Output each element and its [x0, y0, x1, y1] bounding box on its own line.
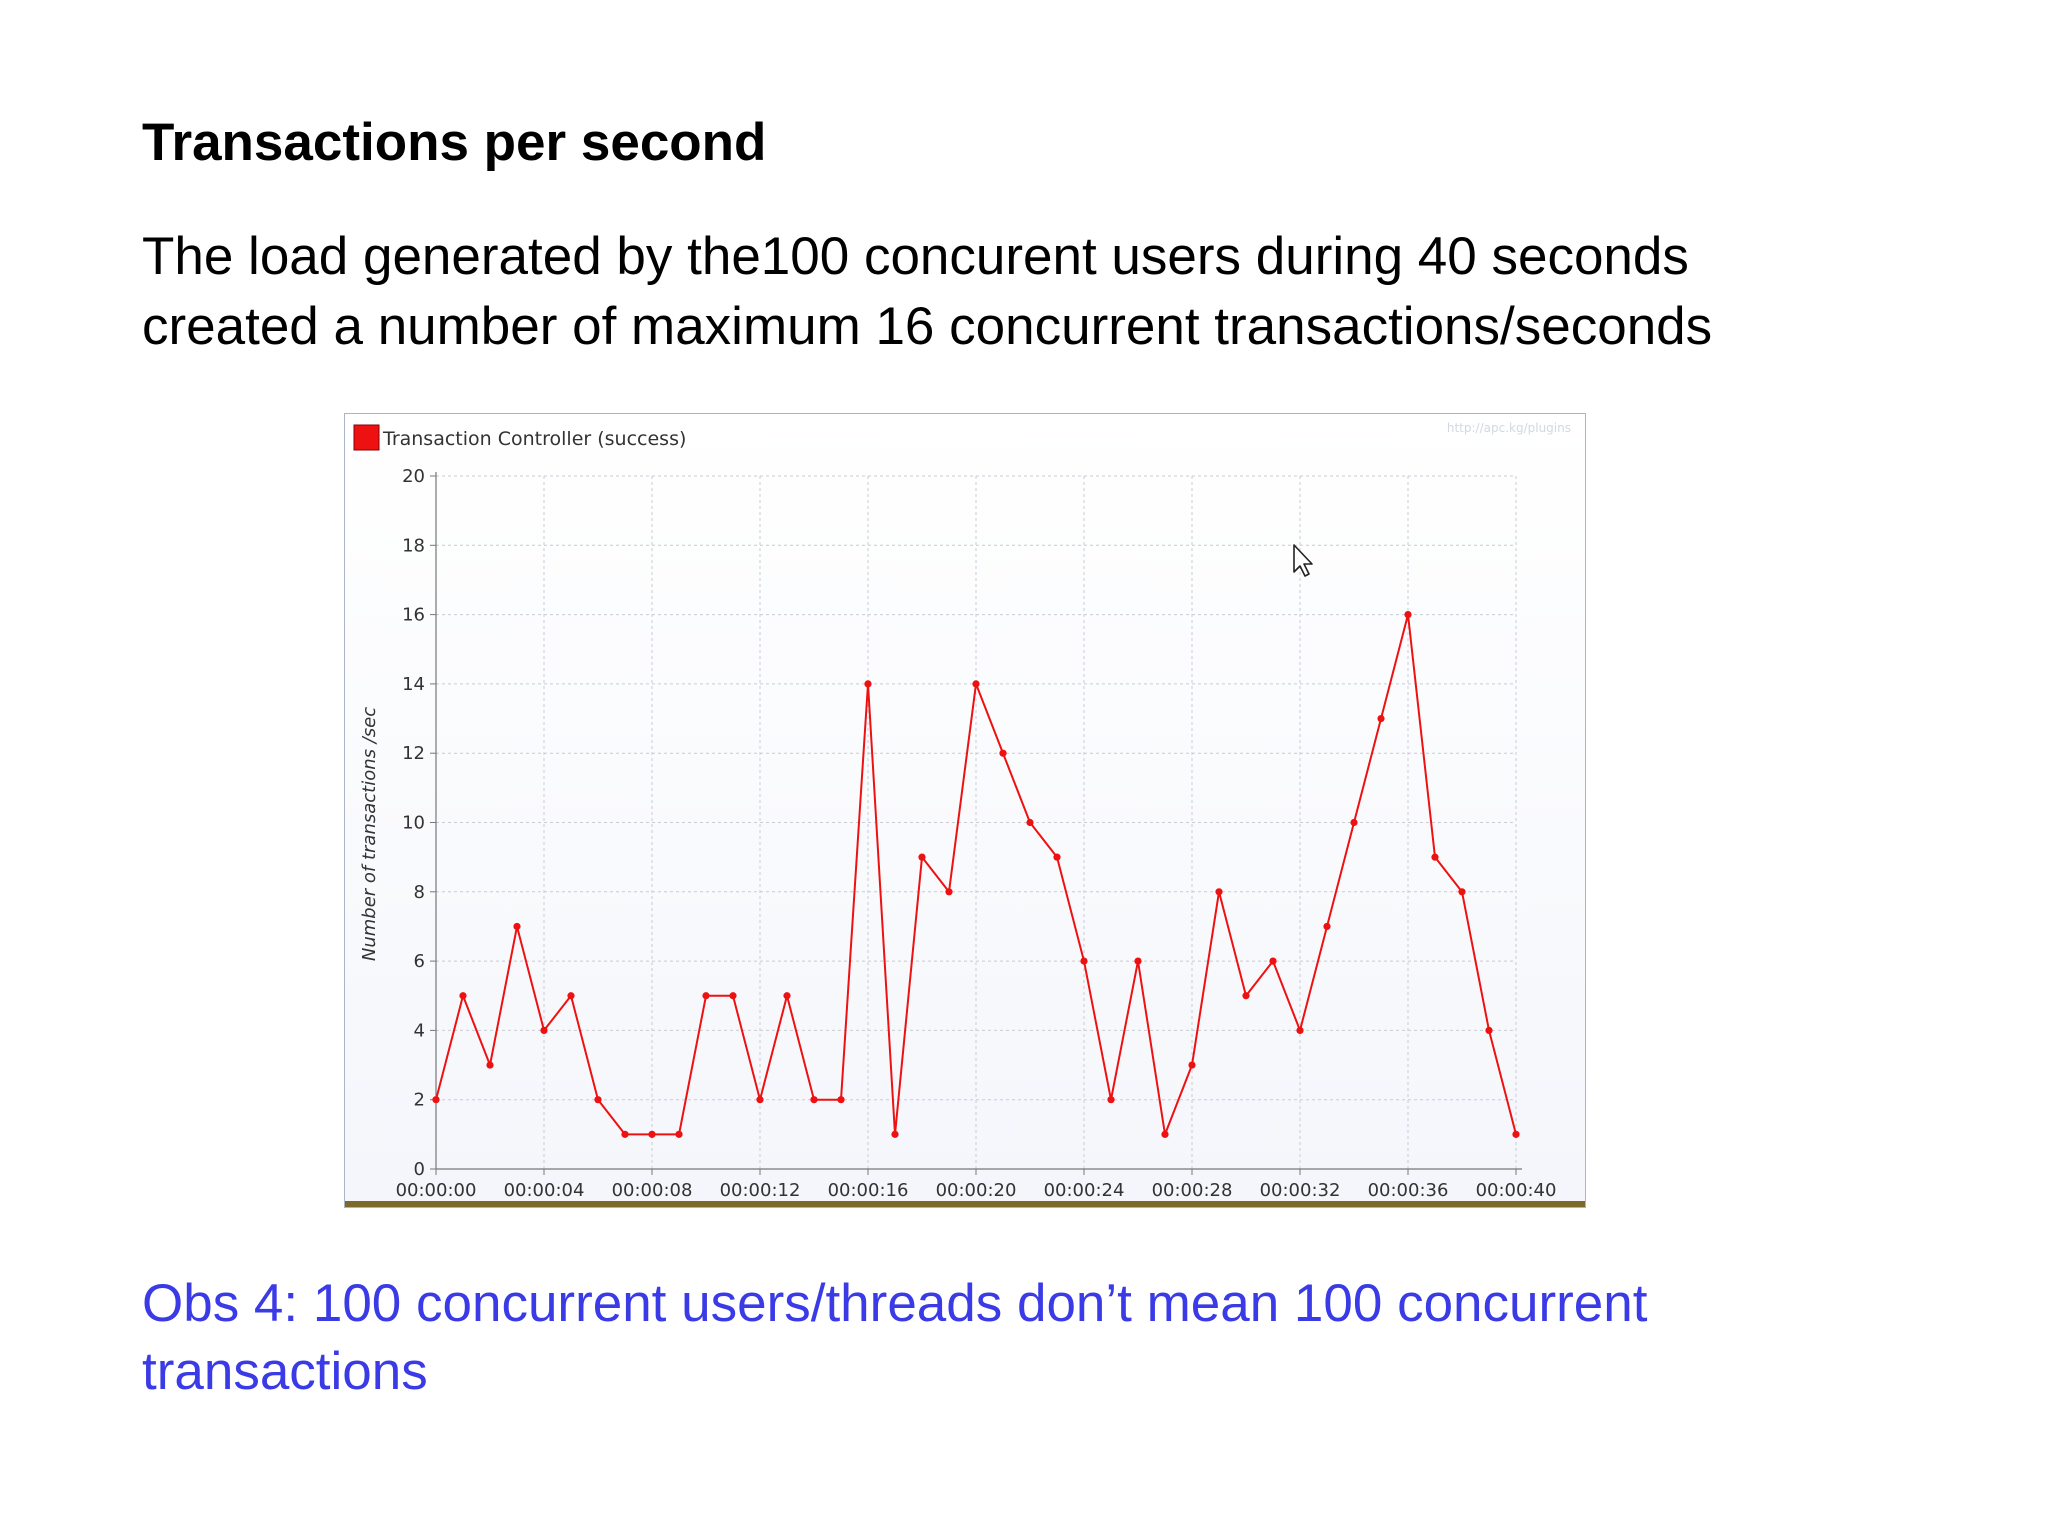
slide-body-text: The load generated by the100 concurent u… [142, 222, 1712, 362]
data-point [1431, 853, 1439, 861]
x-tick-label: 00:00:08 [612, 1180, 693, 1201]
x-tick-label: 00:00:24 [1044, 1180, 1125, 1201]
data-point [1350, 818, 1358, 827]
data-point [1161, 1130, 1169, 1138]
data-point [729, 992, 737, 1000]
x-tick-label: 00:00:40 [1476, 1180, 1557, 1201]
y-tick-label: 6 [414, 951, 425, 972]
data-point [999, 749, 1007, 757]
x-tick-label: 00:00:20 [936, 1180, 1017, 1201]
x-tick-label: 00:00:36 [1368, 1180, 1449, 1201]
data-point [1512, 1130, 1520, 1138]
data-point [1080, 957, 1088, 965]
data-point [1296, 1026, 1304, 1034]
y-axis-label: Number of transactions /sec [359, 707, 380, 961]
transactions-chart: 0 2 4 6 8 10 12 14 16 18 20 00:00:00 00:00:04 00:00:0… [345, 421, 1585, 1207]
series-layer [432, 611, 1520, 1138]
data-point [459, 992, 467, 1000]
observation-line-2: transactions [142, 1342, 428, 1401]
y-tick-label: 12 [402, 743, 425, 764]
x-tick-label: 00:00:16 [828, 1180, 909, 1201]
data-point [1107, 1096, 1115, 1104]
data-point [1458, 888, 1466, 896]
y-tick-label: 14 [402, 674, 425, 695]
data-point [567, 992, 575, 1000]
observation-text: Obs 4: 100 concurrent users/threads don’… [142, 1270, 1647, 1406]
y-tick-label: 16 [402, 605, 425, 626]
data-point [837, 1096, 845, 1104]
data-point [702, 992, 710, 1000]
data-point [864, 680, 872, 688]
data-point [918, 853, 926, 861]
y-tick-label: 2 [414, 1090, 425, 1111]
data-point [675, 1130, 683, 1138]
data-point [1188, 1061, 1196, 1069]
data-point [1404, 611, 1412, 619]
legend-label: Transaction Controller (success) [382, 428, 686, 450]
x-tick-label: 00:00:12 [720, 1180, 801, 1201]
data-point [1242, 992, 1250, 1000]
data-point [972, 680, 980, 688]
body-line-2: created a number of maximum 16 concurren… [142, 297, 1713, 356]
x-tick-label: 00:00:04 [504, 1180, 585, 1201]
data-point [945, 888, 953, 896]
legend: Transaction Controller (success) [353, 424, 686, 451]
axes: 0 2 4 6 8 10 12 14 16 18 20 00:00:00 00:00:04 00:00:0… [396, 466, 1557, 1201]
watermark-text: http://apc.kg/plugins [1447, 421, 1571, 435]
data-point [432, 1096, 440, 1104]
data-point [1134, 957, 1142, 965]
x-tick-label: 00:00:32 [1260, 1180, 1341, 1201]
mouse-cursor-icon [1293, 544, 1313, 577]
observation-line-1: Obs 4: 100 concurrent users/threads don’… [142, 1274, 1648, 1333]
y-tick-label: 10 [402, 813, 425, 834]
data-point [810, 1096, 818, 1104]
y-tick-label: 20 [402, 466, 425, 487]
chart-bottom-bar [345, 1201, 1585, 1207]
data-point [1269, 957, 1277, 965]
y-tick-label: 18 [402, 535, 425, 556]
data-point [594, 1096, 602, 1104]
data-point [540, 1026, 548, 1034]
data-point [1323, 922, 1331, 931]
chart-panel: 0 2 4 6 8 10 12 14 16 18 20 00:00:00 00:00:04 00:00:0… [344, 413, 1586, 1208]
legend-swatch [353, 424, 380, 451]
y-tick-label: 0 [414, 1159, 425, 1180]
x-tick-label: 00:00:28 [1152, 1180, 1233, 1201]
grid [436, 475, 1517, 1169]
data-point [486, 1061, 494, 1069]
body-line-1: The load generated by the100 concurent u… [142, 227, 1689, 286]
data-point [1485, 1026, 1493, 1034]
data-point [513, 922, 521, 931]
y-tick-label: 4 [414, 1020, 425, 1041]
data-point [1215, 888, 1223, 896]
data-point [756, 1096, 764, 1104]
data-point [648, 1130, 656, 1138]
y-tick-label: 8 [414, 882, 425, 903]
data-point [1377, 714, 1385, 723]
data-point [783, 992, 791, 1000]
slide-title: Transactions per second [142, 113, 767, 172]
data-point [1053, 853, 1061, 861]
data-point [891, 1130, 899, 1138]
data-point [621, 1130, 629, 1138]
x-tick-label: 00:00:00 [396, 1180, 477, 1201]
data-point [1026, 818, 1034, 827]
